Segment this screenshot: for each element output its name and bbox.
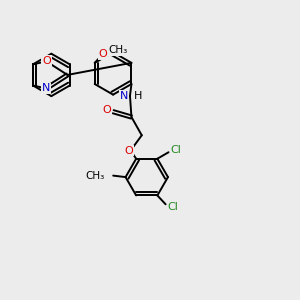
Text: Cl: Cl [167, 202, 178, 212]
Text: N: N [120, 91, 128, 101]
Text: O: O [99, 49, 107, 59]
Text: O: O [102, 105, 111, 115]
Text: N: N [42, 83, 51, 94]
Text: CH₃: CH₃ [109, 46, 128, 56]
Text: Cl: Cl [170, 145, 181, 155]
Text: O: O [42, 56, 51, 66]
Text: H: H [134, 91, 142, 101]
Text: CH₃: CH₃ [86, 171, 105, 181]
Text: O: O [125, 146, 134, 156]
